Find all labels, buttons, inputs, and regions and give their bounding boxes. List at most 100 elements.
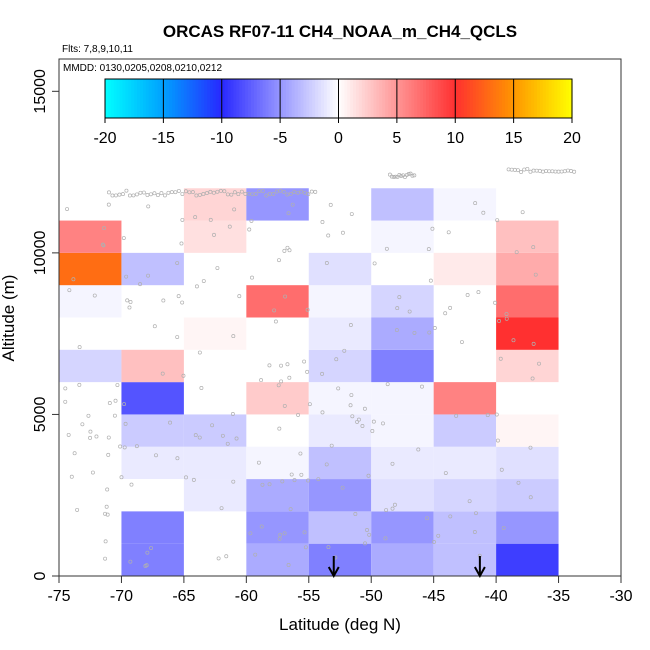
colorbar-swatch: [469, 79, 474, 118]
heatmap-cell: [121, 511, 184, 544]
track-point: [454, 413, 459, 418]
track-point: [77, 382, 82, 387]
colorbar-swatch: [227, 79, 232, 118]
plot-frame: [58, 58, 622, 577]
track-point: [249, 218, 254, 223]
track-point: [282, 403, 287, 408]
colorbar-swatch: [376, 79, 380, 118]
heatmap-cell: [308, 382, 372, 415]
colorbar-swatch: [393, 79, 398, 118]
track-point: [162, 193, 167, 198]
colorbar-swatch: [350, 79, 354, 118]
track-point: [305, 369, 310, 374]
track-point: [141, 190, 146, 195]
colorbar-swatch: [353, 79, 357, 118]
track-point: [63, 399, 68, 404]
track-point: [348, 323, 353, 327]
track-point: [362, 406, 367, 411]
track-point: [474, 511, 478, 516]
track-point: [519, 170, 524, 174]
colorbar-swatch: [207, 79, 211, 118]
track-point: [75, 507, 80, 512]
track-point: [239, 189, 244, 194]
track-point: [260, 482, 265, 487]
colorbar-swatch: [391, 79, 395, 118]
track-point: [504, 316, 509, 321]
x-tick-label: -45: [422, 588, 445, 605]
track-point: [220, 433, 225, 438]
track-point: [516, 480, 521, 485]
colorbar-swatch: [315, 79, 319, 118]
track-point: [443, 311, 448, 316]
track-point: [562, 169, 567, 174]
x-tick-label: -60: [235, 588, 258, 605]
track-point: [179, 241, 184, 246]
track-point: [117, 192, 122, 197]
y-tick-label: 5000: [32, 397, 49, 433]
track-point: [365, 528, 369, 532]
track-point: [427, 330, 432, 335]
track-point: [286, 563, 291, 567]
heatmap-cells: [59, 188, 559, 576]
track-point: [190, 190, 195, 195]
track-point: [355, 419, 360, 424]
track-point: [66, 432, 71, 437]
track-point: [112, 413, 117, 418]
track-point: [384, 246, 389, 251]
heatmap-cell: [183, 446, 247, 480]
track-point: [166, 190, 171, 195]
track-point: [381, 421, 385, 426]
track-point: [305, 307, 310, 312]
colorbar-swatch: [169, 79, 173, 118]
track-point: [124, 188, 129, 193]
track-point: [248, 531, 253, 536]
colorbar-swatch: [186, 79, 191, 118]
colorbar-swatch: [125, 79, 129, 118]
track-point: [231, 334, 236, 339]
colorbar-swatch: [175, 79, 179, 118]
track-point: [298, 451, 303, 456]
track-point: [279, 379, 284, 384]
track-point: [528, 445, 533, 450]
heatmap-cell: [183, 479, 247, 512]
track-point: [283, 294, 288, 299]
heatmap-cell: [433, 252, 497, 286]
colorbar-swatch: [113, 79, 118, 118]
y-tick-label: 15000: [32, 69, 49, 114]
track-point: [547, 169, 552, 174]
x-tick-label: -55: [297, 588, 320, 605]
track-point: [104, 504, 109, 509]
track-point: [394, 328, 399, 333]
track-point: [105, 487, 110, 492]
colorbar-swatch: [201, 79, 205, 118]
track-point: [224, 554, 229, 559]
track-point: [516, 168, 520, 173]
track-point: [148, 192, 153, 197]
colorbar-swatch: [481, 79, 486, 118]
track-point: [211, 190, 216, 195]
colorbar-swatch: [294, 79, 299, 118]
track-point: [534, 168, 539, 173]
colorbar-swatch: [140, 79, 144, 118]
colorbar-swatch: [265, 79, 270, 118]
colorbar-swatch: [335, 79, 340, 118]
heatmap-cell: [308, 543, 372, 576]
track-point: [176, 294, 181, 299]
track-point: [287, 248, 292, 253]
track-point: [286, 211, 291, 216]
heatmap-cell: [371, 285, 434, 318]
heatmap-cell: [433, 382, 497, 415]
colorbar-swatch: [283, 79, 287, 118]
colorbar-swatch: [242, 79, 246, 118]
colorbar-swatch: [160, 79, 164, 118]
heatmap-cell: [371, 446, 434, 480]
track-point: [273, 319, 278, 324]
track-point: [237, 294, 242, 299]
track-point: [432, 540, 436, 544]
track-point: [485, 413, 490, 418]
colorbar-swatch: [253, 79, 258, 118]
colorbar-swatch: [528, 79, 532, 118]
heatmap-cell: [308, 349, 372, 383]
colorbar-swatch: [128, 79, 132, 118]
track-point: [69, 474, 74, 479]
